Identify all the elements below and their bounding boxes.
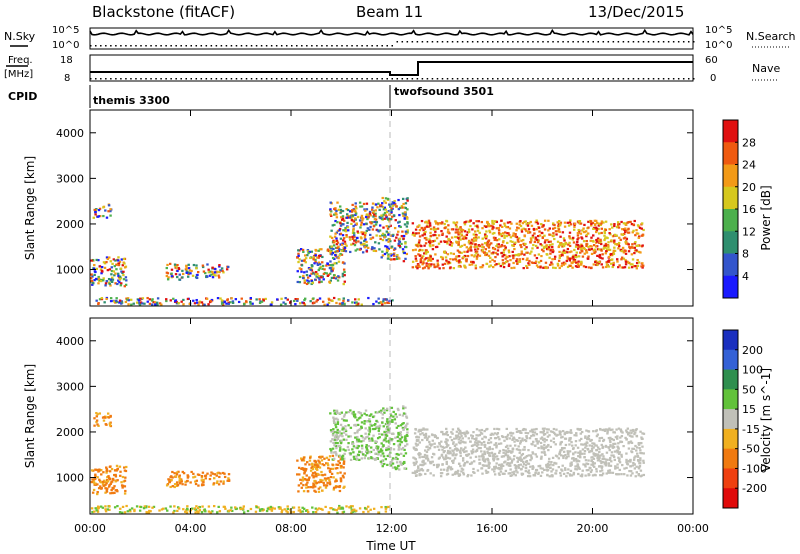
power-colorbar-tick: 24 xyxy=(742,159,756,172)
power-y-tick-label: 2000 xyxy=(56,218,84,231)
power-panel: 1000 2000 3000 4000 Slant Range [km] 4 8 12 16… xyxy=(23,109,773,307)
nsky-trace xyxy=(89,28,695,47)
power-heatmap xyxy=(90,196,645,306)
nave-tick-top: 60 xyxy=(705,55,718,66)
velocity-colorbar-label: Velocity [m s^-1] xyxy=(759,368,773,472)
velocity-colorbar-swatch xyxy=(723,428,738,450)
freq-label-line1: Freq. xyxy=(8,55,33,66)
freq-tick-top: 18 xyxy=(60,55,73,66)
velocity-colorbar-tick: -50 xyxy=(742,443,760,456)
power-colorbar-swatch xyxy=(723,231,738,254)
velocity-colorbar-swatch xyxy=(723,468,738,489)
velocity-colorbar-swatch xyxy=(723,389,738,410)
power-colorbar-tick: 20 xyxy=(742,181,756,194)
velocity-y-tick-label: 2000 xyxy=(56,426,84,439)
plot-title: Blackstone (fitACF) xyxy=(92,3,235,21)
nsearch-tick-top: 10^5 xyxy=(705,25,732,36)
power-y-tick-label: 4000 xyxy=(56,127,84,140)
x-tick-label: 08:00 xyxy=(275,522,307,535)
velocity-colorbar-swatch xyxy=(723,488,738,509)
cpid-entry-themis: themis 3300 xyxy=(93,94,170,107)
x-tick-label: 00:00 xyxy=(74,522,106,535)
power-y-tick-label: 1000 xyxy=(56,264,84,277)
velocity-panel: 1000 2000 3000 4000 00:00 04:00 08:00 12:00 16:… xyxy=(23,317,773,535)
power-x-axis xyxy=(89,110,694,306)
power-y-tick-label: 3000 xyxy=(56,172,84,185)
power-colorbar-label: Power [dB] xyxy=(759,185,773,250)
nave-label: Nave xyxy=(752,62,780,75)
x-tick-label: 20:00 xyxy=(577,522,609,535)
freq-label-line2: [MHz] xyxy=(4,69,33,80)
x-axis-label: Time UT xyxy=(365,539,416,553)
velocity-colorbar-tick: 50 xyxy=(742,383,756,396)
beam-label: Beam 11 xyxy=(356,3,423,21)
power-colorbar-swatch xyxy=(723,186,738,210)
power-colorbar-tick: 4 xyxy=(742,270,749,283)
power-y-label: Slant Range [km] xyxy=(23,156,37,260)
x-tick-label: 04:00 xyxy=(175,522,207,535)
cpid-entry-twofsound: twofsound 3501 xyxy=(394,85,494,98)
nave-tick-bottom: 0 xyxy=(710,73,716,84)
power-colorbar: 4 8 12 16 20 24 28 xyxy=(722,119,756,299)
velocity-colorbar-swatch xyxy=(723,448,738,469)
velocity-colorbar-tick: 15 xyxy=(742,403,756,416)
velocity-x-axis: 00:00 04:00 08:00 12:00 16:00 20:00 00:00 xyxy=(74,318,709,535)
cpid-label: CPID xyxy=(8,90,37,103)
velocity-colorbar-tick: 100 xyxy=(742,364,763,377)
nsearch-tick-bottom: 10^0 xyxy=(705,40,732,51)
power-colorbar-tick: 8 xyxy=(742,248,749,261)
velocity-heatmap xyxy=(90,405,646,514)
power-colorbar-swatch xyxy=(723,164,738,188)
velocity-colorbar-swatch xyxy=(723,409,738,430)
cpid-strip: CPID themis 3300 twofsound 3501 xyxy=(8,85,494,108)
power-colorbar-tick: 28 xyxy=(742,136,756,149)
freq-trace xyxy=(90,61,695,80)
power-colorbar-swatch xyxy=(723,275,738,299)
freq-tick-bottom: 8 xyxy=(64,73,70,84)
velocity-y-axis: 1000 2000 3000 4000 xyxy=(56,335,693,485)
nsky-panel: N.Sky 10^5 10^0 10^5 10^0 N.Search xyxy=(4,25,796,51)
velocity-colorbar-swatch xyxy=(723,369,738,390)
velocity-colorbar-tick: -15 xyxy=(742,423,760,436)
x-tick-label: 16:00 xyxy=(476,522,508,535)
x-tick-label: 00:00 xyxy=(677,522,709,535)
nsearch-label: N.Search xyxy=(746,30,796,43)
velocity-y-tick-label: 3000 xyxy=(56,380,84,393)
velocity-colorbar: 200 100 50 15 -15 -50 -100 -200 xyxy=(722,329,767,509)
velocity-colorbar-swatch xyxy=(723,349,738,371)
velocity-y-label: Slant Range [km] xyxy=(23,364,37,468)
velocity-y-tick-label: 1000 xyxy=(56,472,84,485)
velocity-colorbar-tick: -200 xyxy=(742,482,767,495)
power-colorbar-swatch xyxy=(723,120,738,143)
power-y-axis: 1000 2000 3000 4000 xyxy=(56,127,693,277)
nsky-tick-top: 10^5 xyxy=(52,25,79,36)
power-colorbar-tick: 16 xyxy=(742,203,756,216)
velocity-colorbar-swatch xyxy=(723,330,738,351)
nsky-label: N.Sky xyxy=(4,30,36,43)
power-colorbar-tick: 12 xyxy=(742,225,756,238)
nsky-tick-bottom: 10^0 xyxy=(52,40,79,51)
power-colorbar-swatch xyxy=(723,209,738,232)
power-colorbar-swatch xyxy=(723,142,738,165)
freq-panel: Freq. [MHz] 18 8 60 0 Nave xyxy=(4,54,780,84)
velocity-y-tick-label: 4000 xyxy=(56,335,84,348)
power-colorbar-swatch xyxy=(723,253,738,277)
velocity-colorbar-tick: 200 xyxy=(742,344,763,357)
date-label: 13/Dec/2015 xyxy=(588,3,684,21)
velocity-colorbar-tick: -100 xyxy=(742,462,767,475)
x-tick-label: 12:00 xyxy=(376,522,408,535)
